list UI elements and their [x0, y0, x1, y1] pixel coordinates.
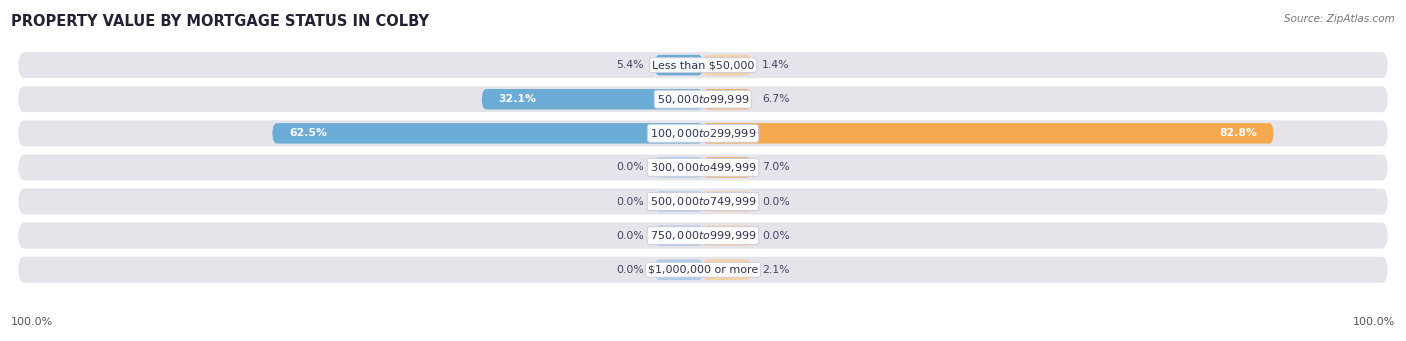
Text: 100.0%: 100.0% [11, 317, 53, 327]
FancyBboxPatch shape [655, 55, 703, 75]
Text: $300,000 to $499,999: $300,000 to $499,999 [650, 161, 756, 174]
FancyBboxPatch shape [18, 189, 1388, 214]
Text: Source: ZipAtlas.com: Source: ZipAtlas.com [1284, 14, 1395, 24]
FancyBboxPatch shape [703, 260, 751, 280]
Text: 2.1%: 2.1% [762, 265, 790, 275]
Text: 32.1%: 32.1% [498, 94, 536, 104]
FancyBboxPatch shape [655, 191, 703, 212]
FancyBboxPatch shape [655, 225, 703, 246]
FancyBboxPatch shape [703, 55, 751, 75]
FancyBboxPatch shape [703, 191, 751, 212]
Text: 0.0%: 0.0% [616, 162, 644, 173]
Text: PROPERTY VALUE BY MORTGAGE STATUS IN COLBY: PROPERTY VALUE BY MORTGAGE STATUS IN COL… [11, 14, 429, 29]
FancyBboxPatch shape [655, 157, 703, 178]
FancyBboxPatch shape [703, 157, 751, 178]
FancyBboxPatch shape [18, 120, 1388, 146]
Text: 0.0%: 0.0% [616, 265, 644, 275]
Text: Less than $50,000: Less than $50,000 [652, 60, 754, 70]
Text: 0.0%: 0.0% [762, 196, 790, 207]
Text: 100.0%: 100.0% [1353, 317, 1395, 327]
Text: 62.5%: 62.5% [290, 128, 328, 138]
FancyBboxPatch shape [703, 89, 751, 109]
FancyBboxPatch shape [655, 260, 703, 280]
Text: 0.0%: 0.0% [762, 231, 790, 241]
Text: $100,000 to $299,999: $100,000 to $299,999 [650, 127, 756, 140]
FancyBboxPatch shape [482, 89, 703, 109]
Text: 82.8%: 82.8% [1219, 128, 1257, 138]
Text: $1,000,000 or more: $1,000,000 or more [648, 265, 758, 275]
Text: 7.0%: 7.0% [762, 162, 790, 173]
Text: 0.0%: 0.0% [616, 196, 644, 207]
FancyBboxPatch shape [703, 225, 751, 246]
FancyBboxPatch shape [273, 123, 703, 144]
Text: 0.0%: 0.0% [616, 231, 644, 241]
Text: $750,000 to $999,999: $750,000 to $999,999 [650, 229, 756, 242]
Text: $500,000 to $749,999: $500,000 to $749,999 [650, 195, 756, 208]
FancyBboxPatch shape [18, 223, 1388, 249]
FancyBboxPatch shape [703, 123, 1274, 144]
Text: 5.4%: 5.4% [616, 60, 644, 70]
FancyBboxPatch shape [18, 52, 1388, 78]
Text: 1.4%: 1.4% [762, 60, 790, 70]
FancyBboxPatch shape [18, 154, 1388, 180]
FancyBboxPatch shape [18, 86, 1388, 112]
Text: 6.7%: 6.7% [762, 94, 790, 104]
FancyBboxPatch shape [18, 257, 1388, 283]
Text: $50,000 to $99,999: $50,000 to $99,999 [657, 93, 749, 106]
